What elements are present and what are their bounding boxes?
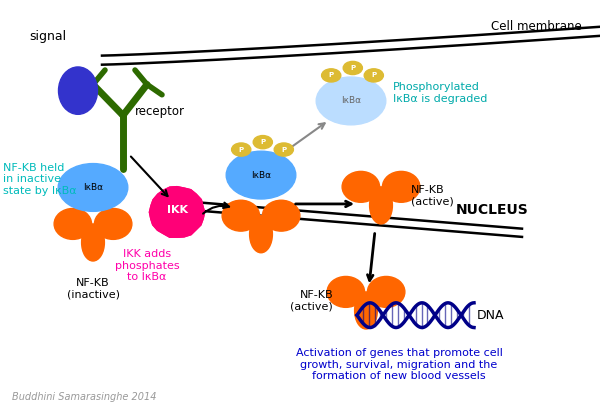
Circle shape (58, 164, 128, 211)
Text: P: P (239, 147, 244, 152)
Circle shape (322, 69, 341, 82)
Text: IKK adds
phosphates
to IκBα: IKK adds phosphates to IκBα (115, 249, 179, 283)
Circle shape (232, 143, 251, 156)
Text: NF-KB
(inactive): NF-KB (inactive) (67, 278, 119, 300)
Circle shape (226, 151, 296, 199)
Text: receptor: receptor (135, 105, 185, 118)
Ellipse shape (367, 276, 405, 307)
Text: P: P (350, 65, 355, 71)
Circle shape (364, 69, 383, 82)
Ellipse shape (54, 208, 92, 239)
Circle shape (253, 136, 272, 149)
Ellipse shape (250, 216, 272, 253)
Text: P: P (260, 139, 265, 145)
Text: Activation of genes that promote cell
growth, survival, migration and the
format: Activation of genes that promote cell gr… (296, 348, 502, 382)
Ellipse shape (382, 171, 420, 202)
Ellipse shape (355, 292, 377, 329)
Text: Buddhini Samarasinghe 2014: Buddhini Samarasinghe 2014 (12, 392, 157, 402)
Polygon shape (149, 187, 205, 237)
Text: P: P (281, 147, 286, 152)
Ellipse shape (82, 224, 104, 261)
Ellipse shape (222, 200, 260, 231)
Text: NF-KB
(active): NF-KB (active) (411, 185, 454, 206)
Ellipse shape (59, 67, 97, 114)
Text: DNA: DNA (477, 309, 505, 322)
Ellipse shape (342, 171, 380, 202)
Text: P: P (371, 73, 376, 78)
Text: P: P (329, 73, 334, 78)
Ellipse shape (370, 187, 392, 224)
Circle shape (316, 77, 386, 125)
Text: signal: signal (29, 30, 67, 43)
Ellipse shape (327, 276, 365, 307)
Text: IκBα: IκBα (83, 183, 103, 192)
Text: Cell membrane: Cell membrane (491, 20, 582, 33)
Circle shape (274, 143, 293, 156)
Text: NF-KB
(active): NF-KB (active) (290, 290, 333, 311)
Text: NF-KB held
in inactive
state by IκBα: NF-KB held in inactive state by IκBα (3, 163, 77, 196)
Ellipse shape (94, 208, 132, 239)
Text: Phosphorylated
IκBα is degraded: Phosphorylated IκBα is degraded (393, 82, 487, 103)
Text: NUCLEUS: NUCLEUS (455, 203, 529, 217)
Ellipse shape (262, 200, 300, 231)
Text: IKK: IKK (167, 205, 187, 215)
Text: IκBα: IκBα (251, 171, 271, 180)
Text: IκBα: IκBα (341, 96, 361, 105)
Circle shape (343, 61, 362, 75)
